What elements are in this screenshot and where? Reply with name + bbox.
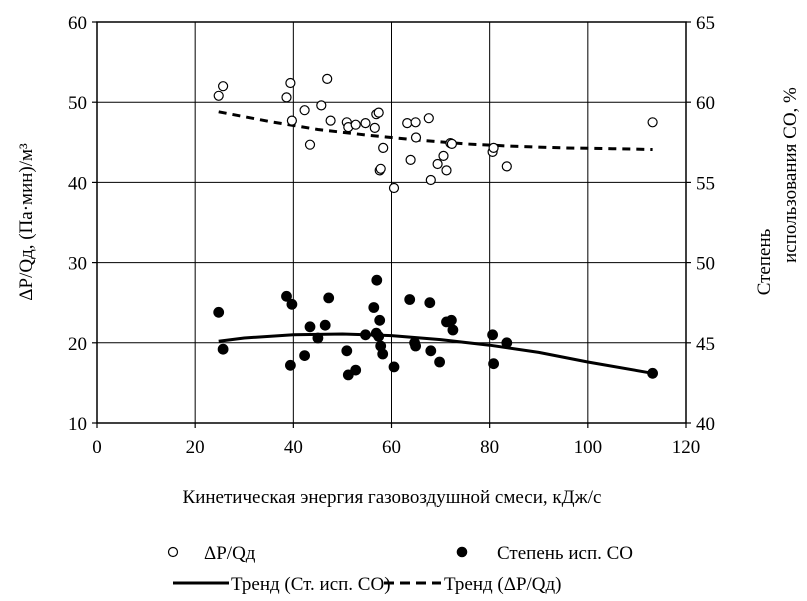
co-data-point [217,343,229,355]
dp-data-point [350,119,361,130]
co-data-point [447,324,459,336]
co-data-point [342,369,354,381]
co-data-point [434,356,446,368]
dp-data-point [388,182,400,194]
y2-tick-label: 45 [696,334,715,355]
co-data-point [360,329,371,341]
co-data-point [373,331,385,342]
dp-data-point [316,100,327,111]
co-data-point [487,329,499,341]
co-data-point [647,367,658,379]
co-data-point [425,345,437,357]
dp-data-point [402,117,413,129]
grid-lines [97,22,686,423]
legend-label-dp: ΔP/Qд [204,543,256,564]
y2-axis-label-line2: использования СО, % [780,87,801,263]
y2-axis-label-line1: Степень [754,228,775,295]
co-data-point [488,358,500,370]
co-data-point [319,319,331,331]
y-tick-label: 30 [68,254,87,275]
dp-data-point [446,138,457,149]
co-data-point [286,298,298,310]
co-data-point [213,306,225,318]
y2-tick-label: 60 [696,93,715,114]
y2-tick-label: 55 [696,173,715,194]
dp-data-point [501,161,512,172]
dp-data-point [425,174,436,186]
y-tick-label: 40 [68,173,87,194]
dp-data-point [647,117,658,128]
y-tick-label: 60 [68,13,87,34]
y2-tick-label: 40 [696,414,715,435]
y-tick-label: 20 [68,334,87,355]
legend-open-circle-marker [167,546,179,558]
x-tick-label: 80 [480,437,499,458]
co-data-point [410,340,422,352]
dp-data-point [325,115,336,126]
co-data-point [368,302,380,313]
legend-label-co: Степень исп. СО [497,543,633,564]
dp-data-point [405,154,416,165]
dp-data-point [218,81,229,92]
co-data-point [304,321,316,333]
co-data-point [285,359,296,371]
dp-data-point [423,113,434,124]
dp-data-point [432,158,443,170]
y-axis-label: ΔP/Qд, (Па·мин)/м³ [16,143,37,301]
co-data-point [371,274,383,286]
dp-data-point [488,142,499,153]
dp-data-point [299,105,310,116]
x-tick-label: 0 [92,437,102,458]
dp-data-point [322,73,333,85]
x-tick-label: 120 [672,437,701,458]
co-data-point [350,364,362,376]
legend: ΔP/Qд Степень исп. СО Тренд (Ст. исп. СО… [167,543,633,595]
co-data-point [404,294,416,305]
dp-data-point [410,117,421,128]
dp-data-point [285,77,296,89]
co-data-point [299,350,311,362]
dp-data-point [281,92,292,103]
legend-filled-circle-marker [456,546,468,558]
co-data-point [323,292,335,304]
dp-data-point [373,107,384,118]
y2-tick-label: 65 [696,13,715,34]
dp-data-point [213,90,224,101]
x-tick-label: 100 [574,437,603,458]
y-tick-label: 10 [68,414,87,435]
dp-data-point [378,142,389,153]
co-data-point [281,290,292,302]
co-data-point [312,332,324,344]
x-tick-label: 40 [284,437,303,458]
x-tick-label: 20 [186,437,205,458]
co-data-point [424,297,436,309]
co-data-point [341,345,353,357]
data-points [213,73,658,381]
y2-axis-ticks: 40 45 50 55 60 65 [686,13,715,435]
dp-data-point [286,115,297,126]
dp-data-point [438,150,449,161]
y2-tick-label: 50 [696,254,715,275]
dp-data-point [360,117,371,129]
dp-data-point [375,163,386,174]
x-axis-label: Кинетическая энергия газовоздушной смеси… [183,487,602,508]
co-data-point [377,348,389,360]
dp-data-point [369,122,380,134]
x-axis-ticks: 0 20 40 60 80 100 120 [92,423,700,458]
dp-data-point [304,139,316,150]
co-data-point [374,314,386,326]
legend-label-trend-co: Тренд (Ст. исп. СО) [231,574,391,595]
co-data-point [501,337,513,349]
co-data-point [388,361,400,373]
y-tick-label: 50 [68,93,87,114]
dp-data-point [410,132,422,143]
y-axis-ticks: 10 20 30 40 50 60 [68,13,97,435]
x-tick-label: 60 [382,437,401,458]
dp-data-point [441,165,452,176]
legend-label-trend-dp: Тренд (ΔP/Qд) [444,574,562,595]
co-data-point [446,314,457,326]
